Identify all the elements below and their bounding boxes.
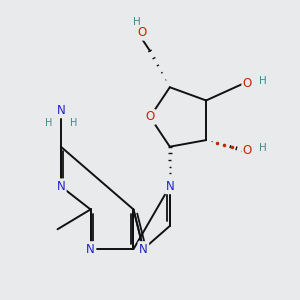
Text: H: H	[259, 76, 267, 85]
Text: O: O	[137, 26, 146, 39]
Text: O: O	[243, 77, 252, 90]
Text: N: N	[56, 180, 65, 193]
Text: H: H	[70, 118, 77, 128]
Text: N: N	[56, 104, 65, 117]
Text: O: O	[243, 144, 252, 157]
Text: H: H	[259, 143, 267, 153]
Text: N: N	[86, 243, 95, 256]
Text: O: O	[146, 110, 154, 124]
Text: N: N	[139, 243, 148, 256]
Text: H: H	[45, 118, 52, 128]
Text: H: H	[133, 17, 141, 27]
Text: N: N	[165, 180, 174, 193]
